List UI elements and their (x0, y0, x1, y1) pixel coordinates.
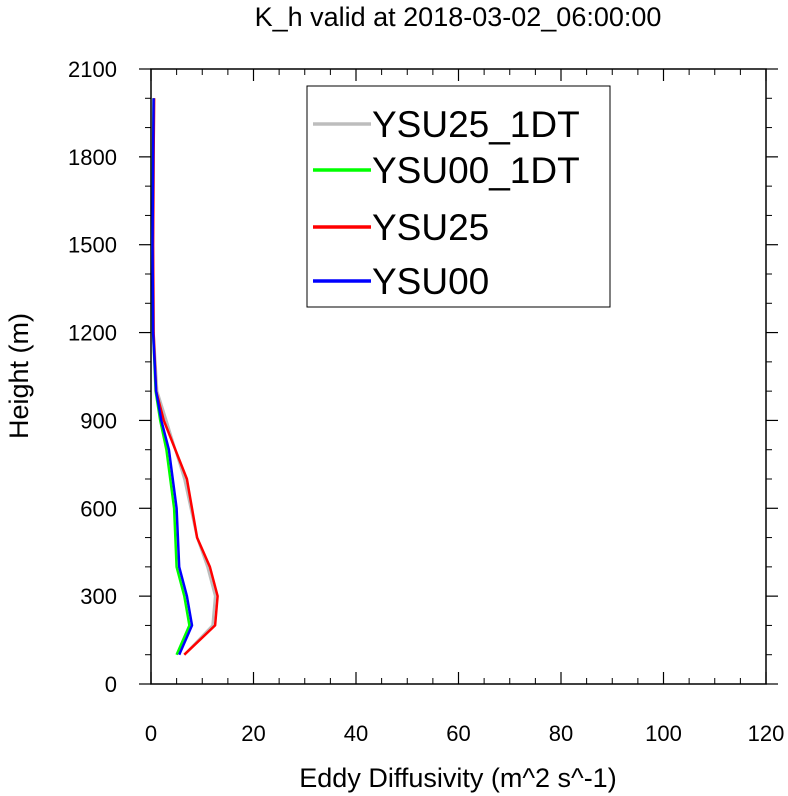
x-tick-label: 60 (446, 721, 470, 746)
y-tick-label: 600 (80, 496, 117, 521)
y-tick-label: 0 (105, 672, 117, 697)
legend: YSU25_1DT YSU00_1DT YSU25 YSU00 (306, 85, 611, 308)
x-tick-label: 80 (549, 721, 573, 746)
series-layer (151, 98, 219, 656)
y-tick-label: 900 (80, 408, 117, 433)
y-tick-label: 2100 (68, 57, 117, 82)
x-tick-label: 20 (241, 721, 265, 746)
legend-label: YSU00 (372, 261, 489, 302)
axis-ticks: 0 20 40 60 80 100 1200300600900120015001800210… (68, 57, 784, 746)
legend-label: YSU25_1DT (372, 104, 580, 145)
legend-label: YSU00_1DT (372, 150, 580, 191)
y-tick-label: 1200 (68, 321, 117, 346)
x-tick-label: 0 (145, 721, 157, 746)
series-line-ysu00 (151, 98, 194, 656)
series-line-ysu25-1dt (151, 98, 217, 656)
x-tick-label: 40 (344, 721, 368, 746)
x-tick-label: 100 (645, 721, 682, 746)
y-axis-label: Height (m) (4, 313, 34, 439)
y-tick-label: 300 (80, 584, 117, 609)
y-tick-label: 1500 (68, 233, 117, 258)
series-line-ysu00-1dt (151, 98, 191, 656)
legend-label: YSU25 (372, 207, 489, 248)
x-tick-label: 120 (748, 721, 785, 746)
chart-title: K_h valid at 2018-03-02_06:00:00 (255, 2, 662, 32)
y-tick-label: 1800 (68, 145, 117, 170)
x-axis-label: Eddy Diffusivity (m^2 s^-1) (299, 763, 616, 793)
